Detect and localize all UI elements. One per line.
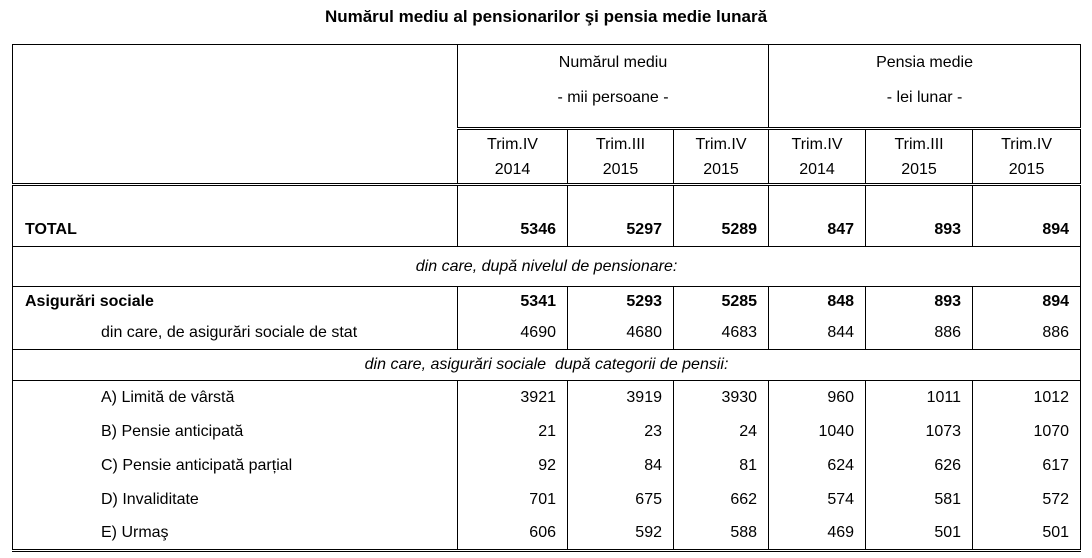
table-row-category: E) Urmaş 606 592 588 469 501 501	[13, 516, 1082, 551]
table-cell: 588	[672, 516, 770, 551]
quarter-period: Trim.IV	[487, 135, 538, 153]
group-header-average-number: Numărul mediu - mii persoane -	[456, 44, 770, 130]
quarter-period: Trim.IV	[791, 135, 843, 153]
table-cell: 701	[457, 482, 568, 517]
table-cell: 894	[972, 286, 1082, 318]
pension-statistics-table: Numărul mediu - mii persoane - Pensia me…	[12, 44, 1082, 552]
row-label: A) Limită de vârstă	[101, 388, 235, 406]
row-label: B) Pensie anticipată	[101, 422, 244, 440]
table-row-social-insurance: Asigurări sociale 5341 5293 5285 848 893…	[13, 286, 1082, 318]
table-cell: 893	[865, 184, 974, 247]
group-header-row: Numărul mediu - mii persoane - Pensia me…	[12, 44, 1082, 186]
table-cell: 4690	[457, 317, 568, 350]
table-cell: 886	[865, 317, 974, 350]
table-row-category: A) Limită de vârstă 3921 3919 3930 960 1…	[13, 380, 1082, 415]
table-cell: 606	[457, 516, 568, 551]
table-cell: 1070	[972, 414, 1082, 449]
quarter-period: Trim.IV	[1001, 135, 1053, 153]
table-cell: 960	[768, 380, 867, 415]
quarter-year: 2015	[901, 160, 937, 178]
table-cell: 23	[567, 414, 674, 449]
table-cell: 662	[672, 482, 770, 517]
quarter-year: 2015	[703, 160, 739, 178]
quarter-header: Trim.IV 2015	[972, 128, 1082, 186]
table-cell: 848	[768, 286, 867, 318]
table-cell: 1012	[972, 380, 1082, 415]
group-label: Pensia medie	[876, 54, 974, 71]
quarter-period: Trim.III	[894, 135, 944, 153]
table-cell: 894	[972, 184, 1082, 247]
table-row-category: B) Pensie anticipată 21 23 24 1040 1073 …	[13, 414, 1082, 449]
quarter-header: Trim.IV 2014	[768, 128, 867, 186]
table-cell: 624	[768, 448, 867, 483]
section-header-label: din care, după nivelul de pensionare:	[12, 246, 1081, 287]
table-row-category: D) Invaliditate 701 675 662 574 581 572	[13, 482, 1082, 517]
section-header-label: din care, asigurări sociale după categor…	[12, 349, 1081, 381]
row-label: TOTAL	[12, 184, 458, 247]
table-cell: 5346	[457, 184, 568, 247]
corner-cell	[12, 44, 458, 186]
quarter-period: Trim.III	[595, 135, 646, 153]
quarter-year: 2014	[494, 160, 531, 178]
table-cell: 3930	[672, 380, 770, 415]
table-cell: 3919	[567, 380, 674, 415]
table-cell: 1040	[768, 414, 867, 449]
group-unit: - lei lunar -	[886, 89, 963, 106]
group-header-average-pension: Pensia medie - lei lunar -	[768, 44, 1082, 130]
row-label: Asigurări sociale	[25, 293, 154, 311]
table-row-state-social-insurance: din care, de asigurări sociale de stat 4…	[12, 317, 1082, 350]
group-unit: - mii persoane -	[557, 89, 669, 106]
table-cell: 847	[768, 184, 867, 247]
table-cell: 581	[865, 482, 974, 517]
quarter-period: Trim.IV	[695, 135, 747, 153]
quarter-header: Trim.IV 2014	[457, 128, 568, 186]
table-cell: 626	[865, 448, 974, 483]
table-cell: 5285	[672, 286, 770, 318]
table-row-category: C) Pensie anticipată parțial 92 84 81 62…	[13, 448, 1082, 483]
row-label: D) Invaliditate	[101, 490, 199, 508]
table-cell: 501	[865, 516, 974, 551]
row-label: C) Pensie anticipată parțial	[101, 456, 293, 474]
section-header-row: din care, asigurări sociale după categor…	[12, 349, 1081, 381]
table-cell: 675	[567, 482, 674, 517]
quarter-year: 2015	[602, 160, 639, 178]
table-row-total: TOTAL 5346 5297 5289 847 893 894	[12, 184, 1082, 247]
section-header-row: din care, după nivelul de pensionare:	[12, 246, 1081, 287]
table-cell: 469	[768, 516, 867, 551]
table-cell: 4683	[672, 317, 770, 350]
table-cell: 1011	[865, 380, 974, 415]
row-label: E) Urmaş	[101, 523, 169, 541]
table-cell: 5293	[567, 286, 674, 318]
quarter-year: 2014	[799, 160, 835, 178]
table-cell: 81	[672, 448, 770, 483]
table-cell: 5289	[672, 184, 770, 247]
table-cell: 617	[972, 448, 1082, 483]
table-cell: 1073	[865, 414, 974, 449]
table-cell: 5341	[457, 286, 568, 318]
table-cell: 574	[768, 482, 867, 517]
table-cell: 84	[567, 448, 674, 483]
table-cell: 501	[972, 516, 1082, 551]
table-cell: 572	[972, 482, 1082, 517]
table-cell: 893	[865, 286, 974, 318]
page-title: Numărul mediu al pensionarilor şi pensia…	[324, 7, 768, 26]
table-cell: 4680	[567, 317, 674, 350]
table-cell: 92	[457, 448, 568, 483]
quarter-header: Trim.III 2015	[567, 128, 674, 186]
table-cell: 5297	[567, 184, 674, 247]
quarter-header: Trim.III 2015	[865, 128, 974, 186]
table-cell: 844	[768, 317, 867, 350]
quarter-year: 2015	[1008, 160, 1045, 178]
row-label: din care, de asigurări sociale de stat	[12, 317, 458, 350]
table-cell: 592	[567, 516, 674, 551]
quarter-header: Trim.IV 2015	[672, 128, 770, 186]
table-cell: 24	[672, 414, 770, 449]
table-cell: 3921	[457, 380, 568, 415]
group-label: Numărul mediu	[558, 54, 668, 71]
table-cell: 886	[972, 317, 1082, 350]
table-cell: 21	[457, 414, 568, 449]
quarter-header-row: Trim.IV 2014 Trim.III 2015 Trim.IV 2015 …	[13, 128, 1082, 186]
